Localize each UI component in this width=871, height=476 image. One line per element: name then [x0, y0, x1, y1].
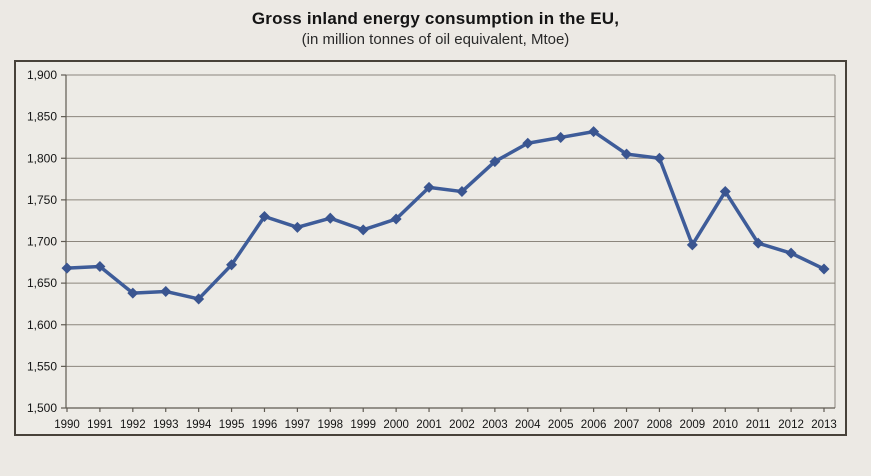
data-point-1991: [94, 260, 106, 272]
x-tick-label-1991: 1991: [87, 419, 113, 431]
data-point-2004: [522, 137, 534, 149]
x-tick-label-1993: 1993: [153, 419, 179, 431]
data-point-1998: [324, 212, 336, 224]
y-tick-label-1500: 1,500: [27, 401, 57, 415]
data-point-2011: [752, 237, 764, 249]
x-tick-label-1990: 1990: [54, 419, 80, 431]
x-tick-label-1998: 1998: [318, 419, 344, 431]
data-point-2005: [555, 131, 567, 143]
data-point-2013: [818, 263, 830, 275]
x-tick-label-2006: 2006: [581, 419, 607, 431]
data-point-1990: [61, 262, 73, 274]
data-point-2002: [456, 186, 468, 198]
data-point-2001: [423, 181, 435, 193]
data-point-2012: [785, 247, 797, 259]
data-point-2003: [489, 156, 501, 168]
x-tick-label-1999: 1999: [350, 419, 376, 431]
data-point-1996: [258, 211, 270, 223]
data-point-1999: [357, 224, 369, 236]
x-tick-label-2004: 2004: [515, 419, 541, 431]
data-point-2000: [390, 213, 402, 225]
y-tick-label-1800: 1,800: [27, 151, 57, 165]
data-point-2010: [719, 186, 731, 198]
x-tick-label-2003: 2003: [482, 419, 508, 431]
line-chart: 1,500 1,550 1,600 1,650 1,700 1,750 1,800 1,850…: [27, 68, 837, 431]
data-point-2008: [653, 152, 665, 164]
y-tick-label-1600: 1,600: [27, 318, 57, 332]
data-point-1995: [226, 259, 238, 271]
y-tick-label-1750: 1,750: [27, 193, 57, 207]
x-tick-label-2005: 2005: [548, 419, 574, 431]
y-tick-label-1900: 1,900: [27, 68, 57, 82]
x-tick-label-2010: 2010: [712, 419, 738, 431]
data-point-1992: [127, 287, 139, 299]
x-tick-label-2011: 2011: [746, 419, 771, 431]
y-tick-label-1850: 1,850: [27, 110, 57, 124]
x-tick-label-2002: 2002: [449, 419, 475, 431]
x-tick-label-2009: 2009: [680, 419, 706, 431]
x-tick-label-1994: 1994: [186, 419, 212, 431]
chart-subtitle: (in million tonnes of oil equivalent, Mt…: [301, 31, 570, 48]
x-tick-label-1995: 1995: [219, 419, 245, 431]
data-point-2007: [621, 148, 633, 160]
x-tick-label-2000: 2000: [383, 419, 409, 431]
data-point-1994: [193, 293, 205, 305]
data-point-2006: [588, 126, 600, 138]
chart-frame: 1,500 1,550 1,600 1,650 1,700 1,750 1,800 1,850…: [14, 60, 847, 436]
data-point-2009: [686, 239, 698, 251]
y-tick-label-1650: 1,650: [27, 276, 57, 290]
x-tick-label-1996: 1996: [252, 419, 278, 431]
data-point-1997: [291, 221, 303, 233]
x-tick-label-1992: 1992: [120, 419, 146, 431]
y-tick-label-1550: 1,550: [27, 359, 57, 373]
x-tick-label-2013: 2013: [811, 419, 837, 431]
data-point-1993: [160, 285, 172, 297]
x-tick-label-1997: 1997: [285, 419, 311, 431]
series-line: [65, 129, 826, 301]
x-tick-label-2008: 2008: [647, 419, 673, 431]
x-tick-label-2012: 2012: [778, 419, 804, 431]
x-tick-label-2001: 2001: [416, 419, 442, 431]
y-tick-label-1700: 1,700: [27, 235, 57, 249]
chart-title: Gross inland energy consumption in the E…: [251, 9, 620, 28]
x-tick-label-2007: 2007: [614, 419, 640, 431]
